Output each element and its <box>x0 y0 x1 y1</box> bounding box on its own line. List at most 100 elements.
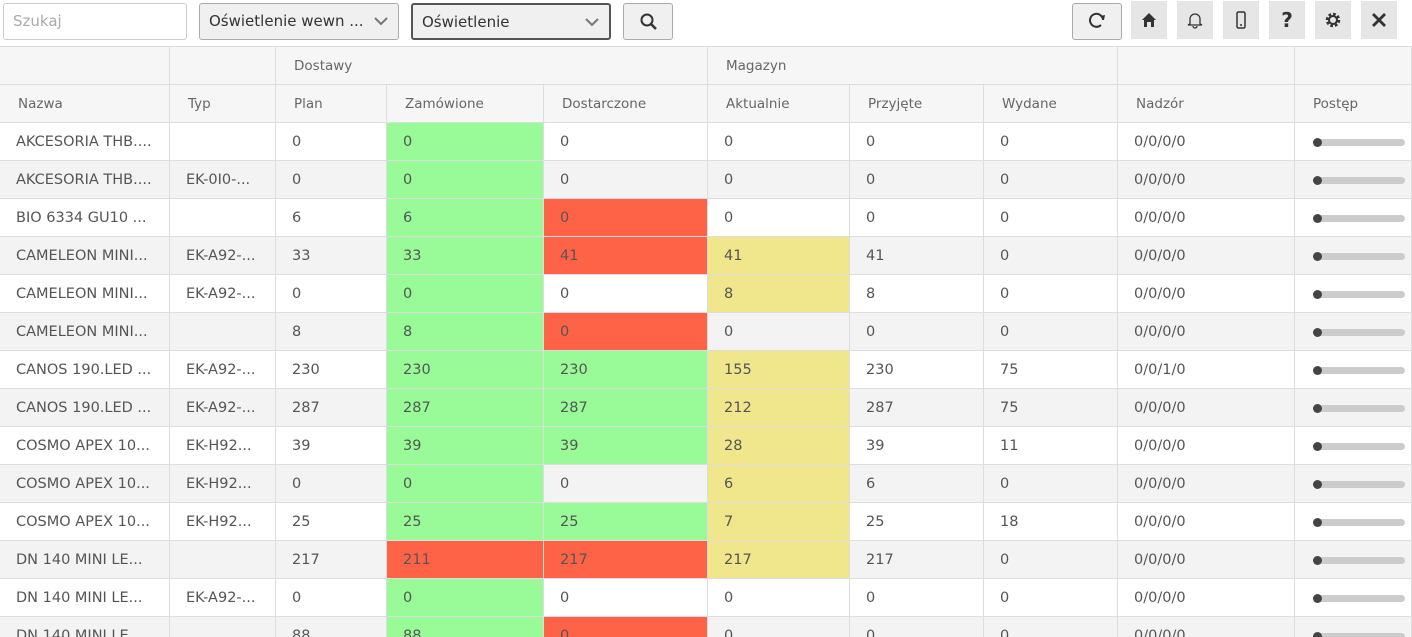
table-cell: 0 <box>984 465 1118 503</box>
group-header <box>1295 47 1412 85</box>
table-cell: 0 <box>276 579 387 617</box>
search-button[interactable] <box>623 3 673 40</box>
table-cell: EK-A92-... <box>170 275 276 313</box>
table-cell: 0 <box>984 275 1118 313</box>
table-cell: COSMO APEX 10... <box>0 503 170 541</box>
progress-handle <box>1313 632 1322 637</box>
search-input[interactable]: Szukaj <box>3 3 187 40</box>
table-cell: EK-H92... <box>170 503 276 541</box>
column-header: Aktualnie <box>708 85 850 123</box>
table-cell: 39 <box>850 427 984 465</box>
table-cell: CANOS 190.LED ... <box>0 351 170 389</box>
table-cell: 0 <box>984 617 1118 637</box>
table-cell: 0/0/0/0 <box>1118 123 1295 161</box>
column-header: Przyjęte <box>850 85 984 123</box>
notifications-button[interactable] <box>1177 1 1213 39</box>
table-cell: AKCESORIA THB.... <box>0 123 170 161</box>
home-button[interactable] <box>1131 1 1167 39</box>
table-cell: 0 <box>984 161 1118 199</box>
column-header: Wydane <box>984 85 1118 123</box>
progress-bar <box>1313 252 1405 261</box>
progress-handle <box>1313 214 1322 223</box>
progress-bar <box>1313 214 1405 223</box>
progress-handle <box>1313 366 1322 375</box>
progress-bar <box>1313 480 1405 489</box>
table-cell: 8 <box>387 313 544 351</box>
table-cell: 0 <box>984 313 1118 351</box>
table-cell: 41 <box>544 237 708 275</box>
progress-handle <box>1313 442 1322 451</box>
column-header: Postęp <box>1295 85 1412 123</box>
table-cell: EK-H92... <box>170 427 276 465</box>
table-cell: 0/0/0/0 <box>1118 389 1295 427</box>
progress-bar <box>1313 290 1405 299</box>
table-cell: 0 <box>387 579 544 617</box>
table-cell: DN 140 MINI LE... <box>0 617 170 637</box>
table-cell: 39 <box>276 427 387 465</box>
table-cell: 0 <box>850 313 984 351</box>
table-cell: 0 <box>984 541 1118 579</box>
group-header <box>1118 47 1295 85</box>
table-cell: 0 <box>276 123 387 161</box>
subcategory-select[interactable]: Oświetlenie <box>411 3 611 40</box>
table-cell <box>170 199 276 237</box>
table-cell: 25 <box>850 503 984 541</box>
table-cell: EK-H92... <box>170 465 276 503</box>
progress-handle <box>1313 328 1322 337</box>
column-header: Typ <box>170 85 276 123</box>
table-cell: 0 <box>544 123 708 161</box>
table-cell: EK-A92-... <box>170 351 276 389</box>
category-select[interactable]: Oświetlenie wewn ... <box>199 3 399 40</box>
mobile-icon <box>1236 11 1246 29</box>
search-icon <box>640 13 657 30</box>
table-cell: 0 <box>544 465 708 503</box>
table-cell: 0 <box>708 617 850 637</box>
table-cell: 88 <box>387 617 544 637</box>
settings-button[interactable] <box>1315 1 1351 39</box>
table-cell <box>170 123 276 161</box>
table-cell: DN 140 MINI LE... <box>0 541 170 579</box>
table-cell: 0 <box>544 579 708 617</box>
progress-cell <box>1295 503 1412 541</box>
table-cell: DN 140 MINI LE... <box>0 579 170 617</box>
group-header: Magazyn <box>708 47 1118 85</box>
table-cell: 230 <box>544 351 708 389</box>
table-cell: 0 <box>544 313 708 351</box>
table-cell: 217 <box>544 541 708 579</box>
table-cell: 7 <box>708 503 850 541</box>
table-cell: 8 <box>850 275 984 313</box>
table-cell: 0/0/0/0 <box>1118 427 1295 465</box>
progress-bar <box>1313 176 1405 185</box>
progress-handle <box>1313 404 1322 413</box>
table-cell: 0/0/0/0 <box>1118 579 1295 617</box>
table-cell: 6 <box>708 465 850 503</box>
table-cell: 39 <box>544 427 708 465</box>
table-cell: 28 <box>708 427 850 465</box>
help-button[interactable]: ? <box>1269 1 1305 39</box>
progress-bar <box>1313 594 1405 603</box>
table-cell: 0 <box>984 123 1118 161</box>
refresh-icon <box>1089 12 1105 28</box>
table-cell: 0/0/0/0 <box>1118 503 1295 541</box>
table-cell: BIO 6334 GU10 ... <box>0 199 170 237</box>
progress-handle <box>1313 290 1322 299</box>
table-cell: 41 <box>708 237 850 275</box>
progress-handle <box>1313 480 1322 489</box>
table-cell: 6 <box>850 465 984 503</box>
mobile-button[interactable] <box>1223 1 1259 39</box>
column-header: Dostarczone <box>544 85 708 123</box>
table-cell <box>170 541 276 579</box>
table-cell: 0/0/0/0 <box>1118 161 1295 199</box>
data-table: Dostawy Magazyn Nazwa Typ Plan Zamówione Dosta… <box>0 46 1412 637</box>
table-cell: 6 <box>387 199 544 237</box>
table-cell: 287 <box>276 389 387 427</box>
refresh-button[interactable] <box>1072 3 1122 40</box>
table-cell: 0/0/0/0 <box>1118 275 1295 313</box>
table-cell: 0 <box>544 275 708 313</box>
close-button[interactable] <box>1361 1 1397 39</box>
table-cell: 11 <box>984 427 1118 465</box>
table-cell: 0 <box>276 161 387 199</box>
table-cell: 0 <box>708 579 850 617</box>
column-header: Nazwa <box>0 85 170 123</box>
